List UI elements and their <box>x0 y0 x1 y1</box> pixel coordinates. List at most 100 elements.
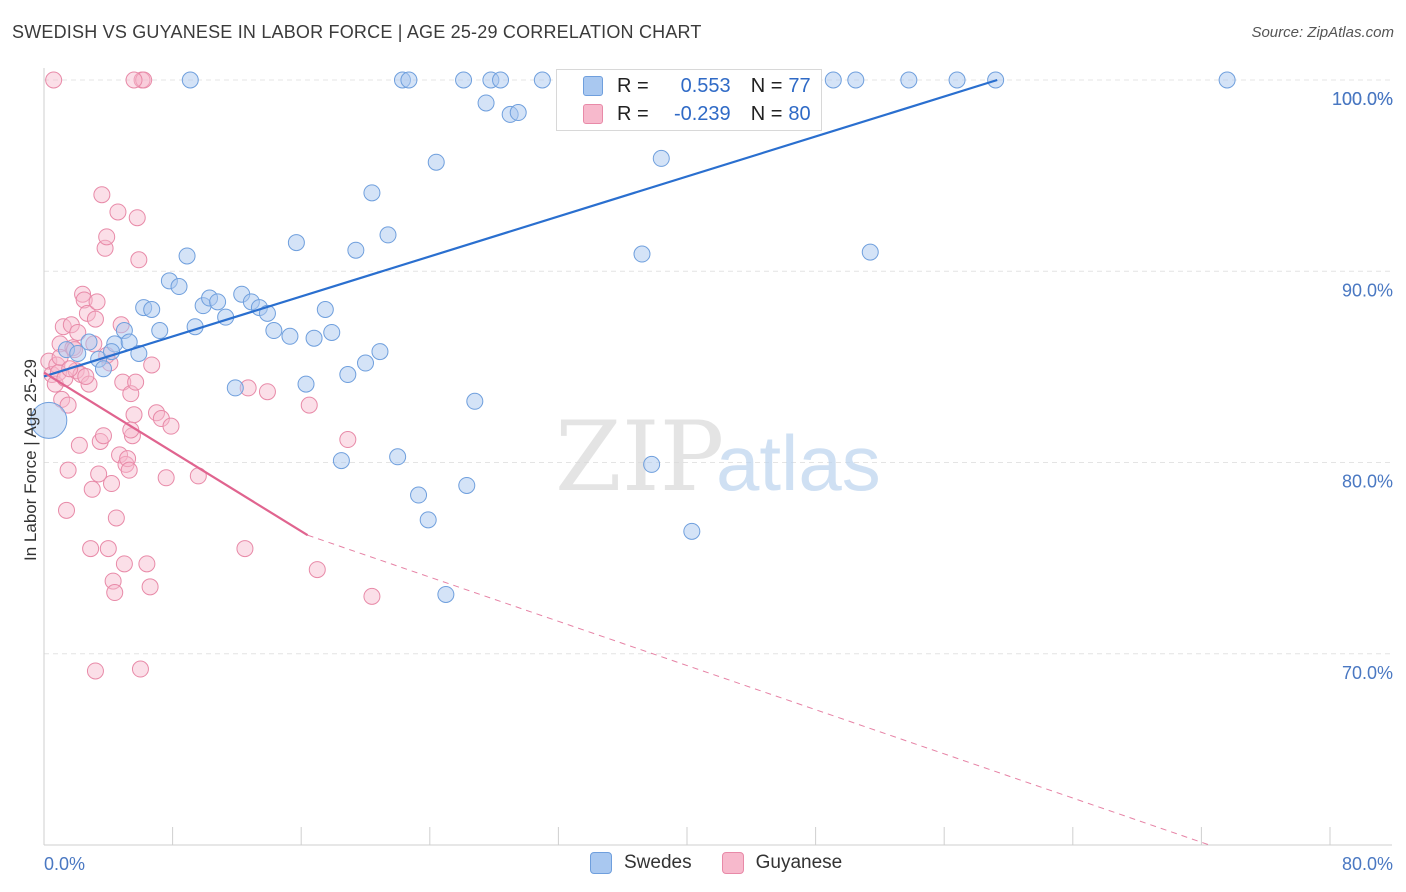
swedes-point <box>94 360 112 378</box>
legend-row-guyanese: R = -0.239 N = 80 <box>557 100 811 128</box>
swedes-point <box>143 301 161 318</box>
swedes-legend-label: Swedes <box>624 852 692 873</box>
swedes-point <box>69 344 87 362</box>
guyanese-point <box>69 323 87 341</box>
swedes-point <box>492 71 510 89</box>
swedes-point <box>323 323 341 341</box>
guyanese-point <box>59 396 77 414</box>
swedes-point <box>633 245 651 263</box>
tick-labels: 70.0%80.0%90.0%100.0%100.0%0.0% 80.0% <box>44 89 1393 874</box>
swedes-point <box>305 329 323 347</box>
swedes-point <box>339 366 357 384</box>
legend-item-guyanese[interactable]: Guyanese <box>721 852 843 874</box>
swedes-point <box>265 322 283 340</box>
swedes-swatch <box>583 76 603 96</box>
guyanese-point <box>148 404 166 422</box>
swedes-legend-swatch <box>590 852 612 874</box>
swedes-point <box>861 243 879 261</box>
guyanese-point <box>83 480 101 498</box>
swedes-point <box>30 401 68 439</box>
chart-title: SWEDISH VS GUYANESE IN LABOR FORCE | AGE… <box>12 22 702 42</box>
guyanese-point <box>339 431 357 449</box>
swedes-point <box>900 71 918 89</box>
swedes-point <box>347 241 365 259</box>
y-tick-label: 100.0% <box>1332 89 1393 109</box>
guyanese-point <box>58 501 76 519</box>
guyanese-legend-swatch <box>721 852 744 874</box>
swedes-point <box>400 71 418 89</box>
guyanese-point <box>135 71 153 89</box>
swedes-point <box>363 184 381 202</box>
swedes-point <box>170 278 188 296</box>
guyanese-point <box>143 356 161 374</box>
x-tick-label: 80.0% <box>1342 854 1393 874</box>
guyanese-point <box>99 540 117 558</box>
swedes-point <box>437 585 455 603</box>
swedes-point <box>178 247 196 265</box>
guyanese-point <box>94 427 112 445</box>
swedes-point <box>466 392 484 410</box>
swedes-point <box>379 226 397 244</box>
swedes-point <box>824 71 842 89</box>
swedes-point <box>297 375 315 393</box>
guyanese-n-label: N = <box>750 102 783 125</box>
guyanese-point <box>157 469 175 487</box>
guyanese-point <box>107 509 125 527</box>
y-tick-label: 70.0% <box>1342 663 1393 683</box>
swedes-trend-line <box>43 78 998 378</box>
swedes-points <box>30 71 1236 603</box>
guyanese-n-value: 80 <box>788 102 811 125</box>
guyanese-point <box>138 555 156 573</box>
y-tick-label: 100.0% <box>1332 89 1393 109</box>
swedes-point <box>80 333 98 351</box>
axes <box>43 68 1392 846</box>
guyanese-point <box>45 71 63 89</box>
guyanese-point <box>127 373 145 391</box>
trend-lines <box>43 78 1210 846</box>
swedes-point <box>427 153 445 171</box>
guyanese-point <box>77 367 95 385</box>
guyanese-point <box>93 186 111 204</box>
stats-legend: R = 0.553 N = 77 R = -0.239 N = 80 <box>556 69 822 131</box>
watermark-zip: ZIP <box>555 401 724 513</box>
guyanese-swatch <box>583 104 603 124</box>
guyanese-r-value: -0.239 <box>673 102 731 125</box>
guyanese-point <box>125 71 143 89</box>
swedes-point <box>316 301 334 318</box>
swedes-point <box>458 476 476 494</box>
guyanese-point <box>98 228 116 246</box>
guyanese-point <box>128 209 146 227</box>
swedes-r-label: R = <box>617 74 649 97</box>
guyanese-legend-label: Guyanese <box>755 852 843 873</box>
swedes-point <box>410 486 428 504</box>
watermark-atlas: atlas <box>716 419 881 507</box>
swedes-point <box>643 455 661 473</box>
swedes-point <box>652 149 670 167</box>
series-legend: Swedes Guyanese <box>590 852 872 874</box>
swedes-point <box>477 94 495 112</box>
swedes-point <box>209 293 227 311</box>
guyanese-point <box>59 461 77 479</box>
guyanese-point <box>103 475 121 493</box>
guyanese-point <box>74 285 92 303</box>
y-tick-label: 90.0% <box>1342 280 1393 300</box>
guyanese-point <box>75 291 93 309</box>
guyanese-point <box>117 455 135 473</box>
guyanese-point <box>258 383 276 401</box>
guyanese-point <box>111 446 129 464</box>
guyanese-point <box>86 310 104 328</box>
swedes-r-value: 0.553 <box>680 74 731 97</box>
swedes-n-label: N = <box>750 74 783 97</box>
guyanese-trend-extension <box>307 534 1210 846</box>
swedes-point <box>683 522 701 540</box>
guyanese-point <box>130 251 148 269</box>
swedes-point <box>181 71 199 89</box>
swedes-point <box>371 343 389 361</box>
guyanese-point <box>236 540 254 558</box>
swedes-point <box>1218 71 1236 89</box>
guyanese-point <box>115 555 133 573</box>
legend-item-swedes[interactable]: Swedes <box>590 852 692 874</box>
swedes-point <box>226 379 244 397</box>
guyanese-point <box>70 436 88 454</box>
